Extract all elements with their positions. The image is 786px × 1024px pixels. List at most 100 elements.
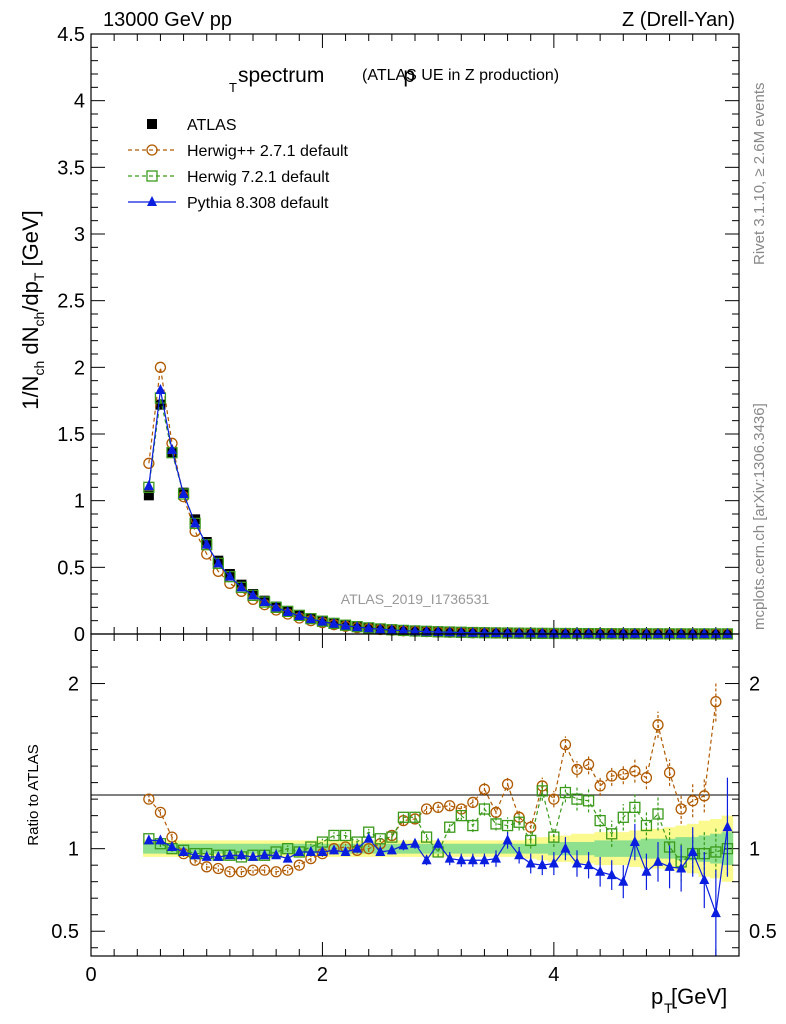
upper-ylabel-text: 1/Nch dNch/dpT [GeV]: [18, 210, 47, 410]
data-point: [352, 621, 363, 632]
ratio-point: [653, 855, 663, 866]
data-point: [537, 627, 548, 638]
upper-y-tick-label: 4.5: [57, 24, 85, 46]
data-point: [606, 627, 617, 638]
ratio-point: [282, 864, 294, 876]
ratio-point: [559, 786, 572, 799]
lower-y-tick-label: 1: [68, 839, 79, 861]
ratio-point: [375, 845, 386, 856]
ratio-point: [606, 828, 618, 840]
ratio-point: [629, 836, 640, 847]
x-axis-label-p: p: [651, 984, 663, 1009]
ratio-point: [410, 837, 420, 848]
ratio-point: [525, 834, 537, 847]
ratio-point: [339, 829, 352, 842]
data-point: [201, 538, 212, 549]
data-point: [236, 581, 247, 592]
ratio-point: [190, 849, 201, 860]
ratio-point: [710, 907, 721, 918]
ratio-point: [641, 865, 652, 876]
ratio-point: [606, 869, 617, 880]
data-point: [502, 627, 513, 638]
ratio-point: [478, 783, 491, 795]
ratio-point: [582, 795, 595, 807]
ratio-point: [213, 850, 224, 861]
x-tick-label: 4: [548, 964, 559, 986]
data-point: [572, 627, 582, 638]
lower-frame: [90, 633, 740, 957]
ratio-point: [572, 857, 582, 868]
analysis-label: ATLAS_2019_I1736531: [341, 591, 490, 607]
ratio-point: [594, 814, 606, 827]
spectrum-panel: 0 0.5 1 1.5 2 2.5 3 3.5 4 4.5 p T spectrum (ATLAS…: [57, 24, 740, 646]
data-point: [305, 613, 316, 624]
ratio-point: [664, 860, 675, 871]
data-point: [548, 627, 559, 638]
legend-label: ATLAS: [187, 117, 237, 134]
data-point: [664, 627, 675, 638]
legend-marker: [147, 196, 157, 206]
ratio-point: [490, 806, 502, 818]
data-point: [375, 623, 386, 634]
data-point: [421, 625, 432, 636]
ratio-point: [652, 719, 664, 731]
data-point: [143, 490, 154, 501]
data-point: [190, 517, 201, 528]
ratio-point: [420, 803, 433, 815]
data-point: [154, 361, 167, 373]
data-point: [676, 627, 687, 638]
ratio-point: [352, 842, 363, 853]
data-point: [363, 622, 374, 633]
ratio-point: [329, 844, 339, 855]
x-tick-label: 2: [317, 964, 328, 986]
ratio-point: [595, 865, 606, 876]
ratio-point: [548, 793, 560, 805]
upper-y-tick-label: 3: [74, 224, 85, 246]
ratio-point: [571, 793, 583, 805]
ratio-point: [235, 866, 248, 878]
header-process-label: Z (Drell-Yan): [622, 9, 735, 31]
plot-title-p: p: [403, 64, 415, 87]
data-point: [514, 627, 525, 638]
upper-y-tick-label: 3.5: [57, 157, 85, 179]
ratio-point: [178, 845, 189, 856]
data-point: [722, 627, 733, 638]
upper-y-tick-label: 4: [74, 91, 85, 113]
ratio-point: [258, 864, 271, 876]
ratio-point: [224, 866, 236, 878]
series-3: [143, 384, 733, 638]
ratio-point: [143, 834, 154, 845]
lower-y-tick-label-right: 1: [749, 839, 760, 861]
ratio-point: [548, 831, 560, 843]
ratio-point: [467, 854, 478, 865]
ratio-point: [467, 796, 479, 809]
ratio-point: [421, 854, 432, 865]
ratio-point: [513, 816, 525, 828]
data-point: [653, 627, 663, 638]
x-axis-label-sub: T: [664, 1000, 673, 1016]
ratio-point: [409, 811, 421, 823]
ratio-point: [398, 839, 409, 850]
ratio-point: [582, 758, 595, 771]
rivet-label: Rivet 3.1.10, ≥ 2.6M events: [751, 83, 768, 266]
ratio-point: [479, 854, 490, 865]
ratio-point: [247, 864, 259, 876]
data-point: [398, 624, 409, 635]
ratio-point: [386, 844, 397, 855]
ratio-point: [293, 859, 305, 871]
legend-label: Herwig 7.2.1 default: [187, 169, 330, 186]
ratio-point: [687, 845, 698, 856]
ratio-point: [467, 819, 479, 832]
ratio-point: [386, 831, 398, 843]
data-point: [386, 624, 397, 634]
ratio-point: [710, 696, 722, 708]
ratio-point: [282, 852, 293, 863]
data-point: [340, 619, 351, 630]
ratio-point: [259, 849, 270, 860]
lower-axis-ticks: 0.5 0.5 1 1 2 2 0 2 4: [51, 634, 777, 986]
data-point: [294, 610, 305, 620]
data-point: [259, 596, 270, 606]
ratio-point: [514, 849, 525, 860]
ratio-point: [617, 811, 629, 823]
ratio-point: [363, 843, 375, 855]
